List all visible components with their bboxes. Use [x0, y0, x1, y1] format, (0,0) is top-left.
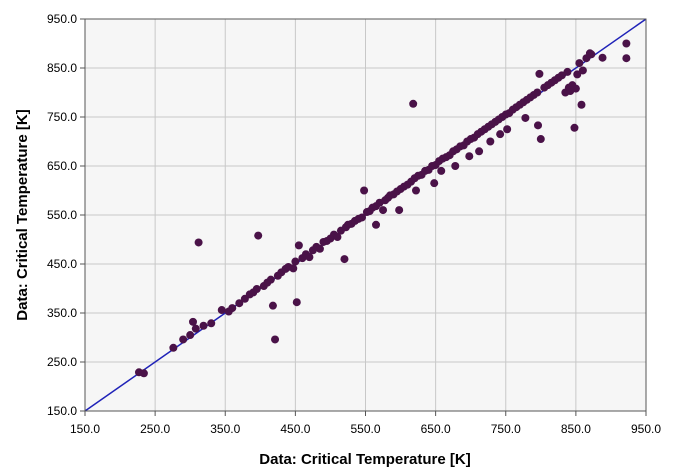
- y-tick-label: 150.0: [47, 404, 77, 418]
- data-point: [271, 335, 280, 344]
- data-point: [188, 317, 197, 326]
- data-point: [194, 238, 203, 247]
- x-tick-label: 450.0: [280, 422, 310, 436]
- data-point: [577, 100, 586, 109]
- data-point: [521, 113, 530, 122]
- data-point: [291, 257, 300, 266]
- data-point: [451, 162, 460, 170]
- data-point: [587, 50, 596, 59]
- data-point: [534, 121, 543, 130]
- data-point: [622, 54, 631, 63]
- x-axis-ticks: 150.0 250.0 350.0 450.0 550.0 650.0 750.0 850.0…: [70, 411, 661, 436]
- x-tick-label: 150.0: [70, 422, 100, 436]
- data-point: [292, 298, 301, 307]
- data-point: [571, 84, 580, 93]
- x-tick-label: 950.0: [631, 422, 661, 436]
- data-point: [340, 255, 349, 264]
- data-point: [191, 324, 200, 333]
- x-tick-label: 250.0: [140, 422, 170, 436]
- data-point: [578, 66, 587, 75]
- data-point: [305, 253, 314, 262]
- data-point: [475, 147, 484, 156]
- data-point: [379, 206, 388, 215]
- data-point: [570, 123, 579, 132]
- data-point: [186, 331, 195, 340]
- x-tick-label: 350.0: [210, 422, 240, 436]
- data-point: [411, 186, 420, 195]
- data-point: [217, 306, 226, 315]
- data-point: [169, 343, 178, 352]
- data-point: [207, 319, 216, 328]
- x-tick-label: 550.0: [350, 422, 380, 436]
- data-points: [134, 39, 631, 378]
- data-point: [622, 39, 631, 48]
- data-point: [430, 179, 439, 188]
- y-tick-label: 950.0: [47, 12, 77, 26]
- data-point: [228, 304, 237, 313]
- y-tick-label: 850.0: [47, 61, 77, 75]
- y-tick-label: 750.0: [47, 110, 77, 124]
- x-axis-title: Data: Critical Temperature [K]: [259, 451, 470, 468]
- data-point: [409, 99, 418, 108]
- data-point: [575, 59, 584, 68]
- data-point: [372, 220, 381, 229]
- data-point: [139, 369, 148, 378]
- data-point: [533, 88, 542, 97]
- data-point: [315, 244, 324, 253]
- data-point: [465, 152, 474, 161]
- data-point: [266, 275, 275, 284]
- plot-area-border: [84, 18, 647, 412]
- data-point: [563, 67, 572, 76]
- x-tick-label: 850.0: [561, 422, 591, 436]
- x-tick-label: 650.0: [421, 422, 451, 436]
- data-point: [395, 206, 404, 215]
- data-point: [199, 321, 208, 330]
- x-tick-label: 750.0: [491, 422, 521, 436]
- data-point: [357, 213, 366, 222]
- data-point: [235, 299, 244, 308]
- data-point: [496, 130, 505, 139]
- y-tick-label: 250.0: [47, 355, 77, 369]
- data-point: [252, 284, 261, 293]
- data-point: [179, 335, 188, 344]
- data-point: [289, 264, 298, 273]
- data-point: [535, 69, 544, 78]
- data-point: [486, 137, 495, 146]
- data-point: [437, 166, 446, 175]
- data-point: [360, 186, 369, 195]
- y-axis-ticks: 150.0 250.0 350.0 450.0 550.0 650.0 750.0 850.0…: [47, 12, 85, 418]
- data-point: [254, 231, 263, 240]
- y-tick-label: 350.0: [47, 306, 77, 320]
- y-tick-label: 550.0: [47, 208, 77, 222]
- data-point: [268, 301, 277, 310]
- data-point: [503, 125, 512, 134]
- y-axis-title: Data: Critical Temperature [K]: [14, 109, 31, 320]
- data-point: [294, 241, 303, 250]
- data-point: [333, 233, 342, 242]
- y-tick-label: 450.0: [47, 257, 77, 271]
- data-point: [573, 70, 582, 79]
- data-point: [536, 135, 545, 144]
- data-point: [598, 53, 607, 62]
- y-tick-label: 650.0: [47, 159, 77, 173]
